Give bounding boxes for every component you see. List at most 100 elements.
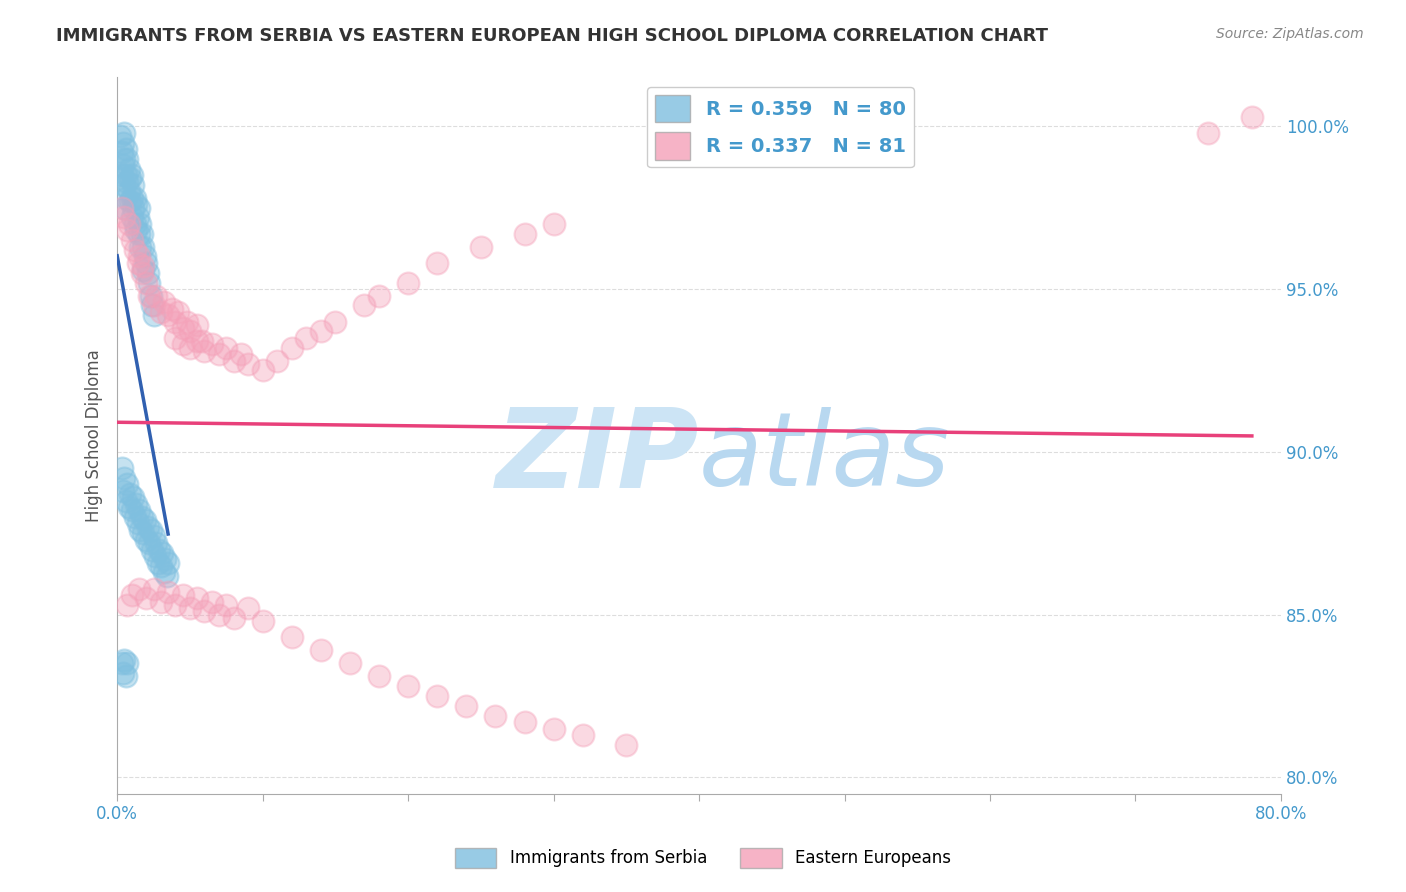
Point: [128, 227, 150, 241]
Point: [135, 533, 157, 547]
Point: [117, 477, 139, 491]
Point: [543, 217, 565, 231]
Point: [132, 240, 155, 254]
Point: [193, 604, 215, 618]
Point: [353, 298, 375, 312]
Point: [122, 178, 145, 192]
Point: [215, 598, 238, 612]
Point: [266, 353, 288, 368]
Point: [281, 341, 304, 355]
Point: [110, 201, 132, 215]
Point: [142, 298, 165, 312]
Point: [127, 211, 149, 225]
Point: [456, 698, 478, 713]
Point: [114, 126, 136, 140]
Point: [138, 276, 160, 290]
Point: [325, 315, 347, 329]
Point: [134, 250, 156, 264]
Point: [157, 556, 180, 570]
Point: [143, 549, 166, 563]
Point: [127, 516, 149, 531]
Point: [150, 546, 173, 560]
Point: [121, 233, 143, 247]
Point: [201, 337, 224, 351]
Point: [368, 288, 391, 302]
Point: [193, 343, 215, 358]
Point: [1240, 110, 1263, 124]
Point: [115, 493, 138, 508]
Text: ZIP: ZIP: [495, 403, 699, 510]
Point: [114, 653, 136, 667]
Point: [128, 582, 150, 596]
Point: [129, 240, 152, 254]
Point: [222, 611, 245, 625]
Point: [131, 510, 153, 524]
Point: [149, 594, 172, 608]
Point: [122, 491, 145, 505]
Point: [513, 714, 536, 729]
Point: [111, 136, 134, 150]
Text: Source: ZipAtlas.com: Source: ZipAtlas.com: [1216, 27, 1364, 41]
Point: [470, 240, 492, 254]
Point: [513, 227, 536, 241]
Point: [111, 158, 134, 172]
Point: [236, 357, 259, 371]
Point: [426, 256, 449, 270]
Point: [115, 669, 138, 683]
Point: [120, 194, 142, 209]
Point: [222, 353, 245, 368]
Point: [157, 308, 180, 322]
Point: [208, 607, 231, 622]
Point: [134, 513, 156, 527]
Point: [114, 201, 136, 215]
Point: [118, 500, 141, 515]
Point: [141, 298, 163, 312]
Point: [115, 142, 138, 156]
Point: [152, 295, 174, 310]
Point: [162, 301, 184, 316]
Point: [117, 152, 139, 166]
Point: [142, 308, 165, 322]
Point: [139, 523, 162, 537]
Point: [110, 145, 132, 160]
Point: [121, 211, 143, 225]
Point: [229, 347, 252, 361]
Point: [141, 542, 163, 557]
Point: [215, 341, 238, 355]
Point: [136, 519, 159, 533]
Point: [131, 227, 153, 241]
Point: [125, 197, 148, 211]
Point: [121, 191, 143, 205]
Point: [165, 331, 187, 345]
Legend: Immigrants from Serbia, Eastern Europeans: Immigrants from Serbia, Eastern European…: [449, 841, 957, 875]
Point: [179, 341, 201, 355]
Point: [114, 471, 136, 485]
Point: [145, 288, 167, 302]
Point: [117, 175, 139, 189]
Point: [176, 315, 198, 329]
Text: IMMIGRANTS FROM SERBIA VS EASTERN EUROPEAN HIGH SCHOOL DIPLOMA CORRELATION CHART: IMMIGRANTS FROM SERBIA VS EASTERN EUROPE…: [56, 27, 1049, 45]
Point: [165, 315, 187, 329]
Point: [167, 305, 190, 319]
Point: [149, 558, 172, 573]
Point: [135, 256, 157, 270]
Point: [118, 161, 141, 176]
Point: [115, 191, 138, 205]
Point: [129, 523, 152, 537]
Point: [128, 201, 150, 215]
Point: [252, 363, 274, 377]
Point: [396, 276, 419, 290]
Point: [132, 526, 155, 541]
Point: [145, 536, 167, 550]
Point: [135, 591, 157, 606]
Point: [114, 152, 136, 166]
Point: [149, 305, 172, 319]
Point: [172, 337, 194, 351]
Point: [252, 614, 274, 628]
Point: [121, 503, 143, 517]
Point: [201, 594, 224, 608]
Point: [368, 669, 391, 683]
Point: [110, 168, 132, 182]
Point: [172, 321, 194, 335]
Point: [132, 260, 155, 274]
